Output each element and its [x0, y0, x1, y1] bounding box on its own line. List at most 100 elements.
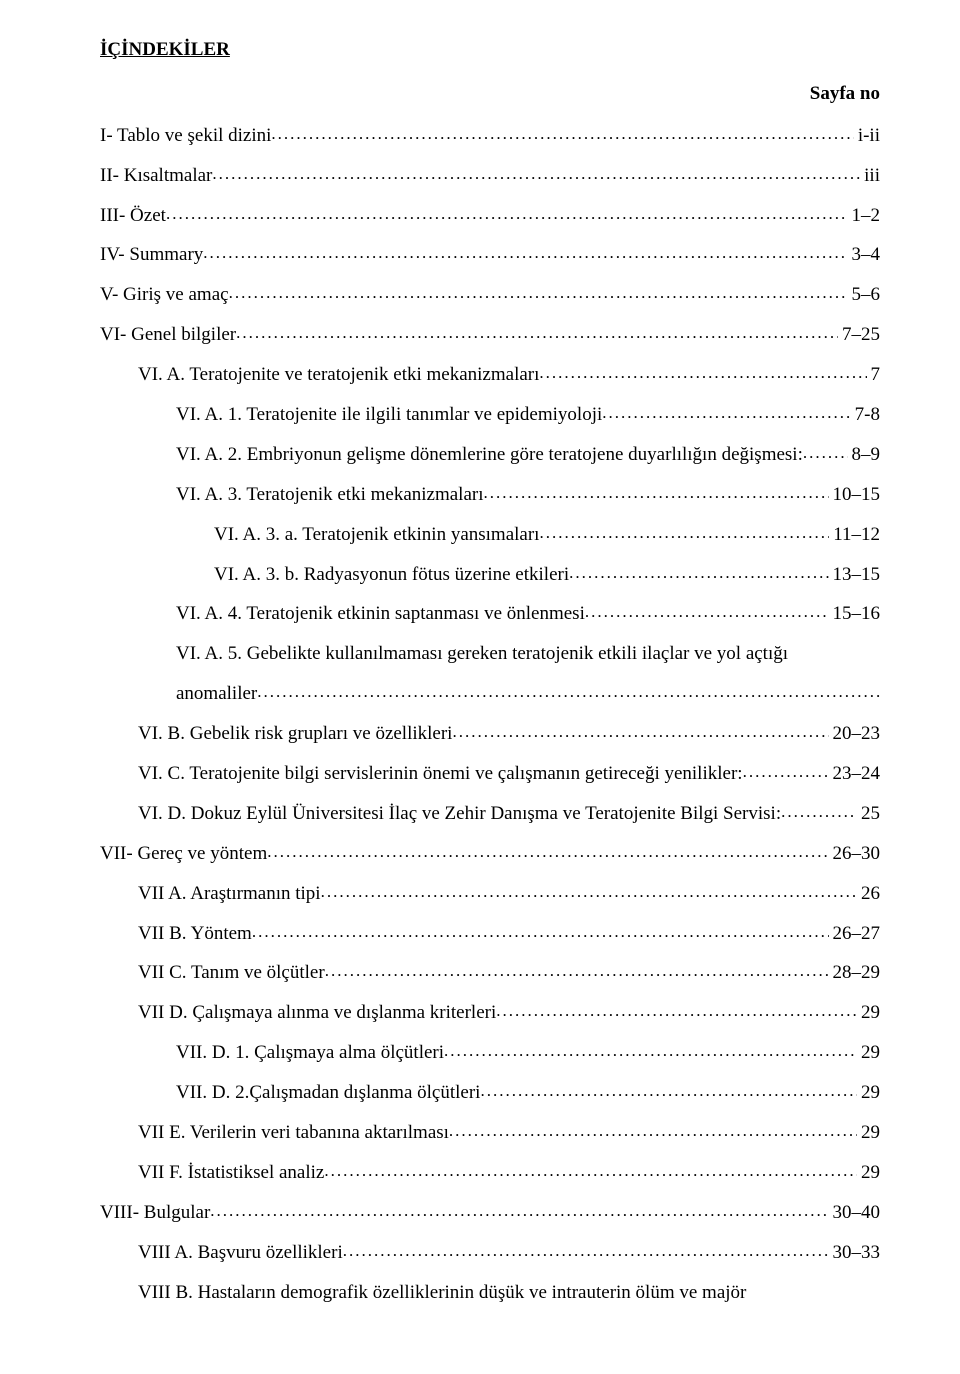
toc-leader	[539, 515, 829, 551]
toc-entry-page: 30–33	[829, 1233, 881, 1273]
toc-leader	[271, 116, 853, 152]
toc-entry-page: 29	[857, 1033, 880, 1073]
toc-entry-label: VI. A. 1. Teratojenite ile ilgili tanıml…	[176, 395, 602, 435]
toc-entry-page: 30–40	[829, 1193, 881, 1233]
toc-entry-label: VII- Gereç ve yöntem	[100, 834, 267, 874]
toc-entry-label: VII. D. 1. Çalışmaya alma ölçütleri	[176, 1033, 444, 1073]
toc-leader	[252, 914, 829, 950]
toc-entry: VI. D. Dokuz Eylül Üniversitesi İlaç ve …	[100, 794, 880, 834]
toc-entry-page: 26–30	[829, 834, 881, 874]
toc-leader	[229, 275, 848, 311]
toc-leader	[212, 156, 860, 192]
toc-entry: II- Kısaltmalar iii	[100, 156, 880, 196]
toc-entry: VI. A. 5. Gebelikte kullanılmaması gerek…	[100, 634, 880, 714]
toc-entry: VI. B. Gebelik risk grupları ve özellikl…	[100, 714, 880, 754]
toc-entry-label: VI. D. Dokuz Eylül Üniversitesi İlaç ve …	[138, 794, 781, 834]
toc-entry-label: VII F. İstatistiksel analiz	[138, 1153, 324, 1193]
toc-leader	[585, 594, 829, 630]
page-number-header: Sayfa no	[100, 74, 880, 114]
toc-entry-label: II- Kısaltmalar	[100, 156, 212, 196]
toc-entry-page: 15–16	[829, 594, 881, 634]
toc-entry-label: VIII B. Hastaların demografik özellikler…	[138, 1273, 746, 1313]
toc-entry: VI. C. Teratojenite bilgi servislerinin …	[100, 754, 880, 794]
toc-entry-label: VI. A. 3. a. Teratojenik etkinin yansıma…	[214, 515, 539, 555]
toc-leader	[602, 395, 850, 431]
toc-leader	[496, 993, 857, 1029]
toc-entry-page: 11–12	[829, 515, 880, 555]
toc-entry: VII- Gereç ve yöntem 26–30	[100, 834, 880, 874]
toc-entry-label: VI. A. 5. Gebelikte kullanılmaması gerek…	[176, 634, 880, 674]
toc-entry-page: 29	[857, 1153, 880, 1193]
toc-leader	[569, 555, 828, 591]
toc-entry-page: 3–4	[848, 235, 881, 275]
toc-leader	[743, 754, 829, 790]
toc-leader	[257, 674, 880, 710]
toc-entry: V- Giriş ve amaç5–6	[100, 275, 880, 315]
toc-leader	[803, 435, 848, 471]
toc-entry-page: i-ii	[854, 116, 880, 156]
toc-leader	[321, 874, 857, 910]
toc-entry: VI. A. 3. b. Radyasyonun fötus üzerine e…	[100, 555, 880, 595]
toc-entry: VI. A. Teratojenite ve teratojenik etki …	[100, 355, 880, 395]
toc-entry: VII. D. 2.Çalışmadan dışlanma ölçütleri 2…	[100, 1073, 880, 1113]
toc-entry-label: VII A. Araştırmanın tipi	[138, 874, 321, 914]
toc-entry-label: VIII- Bulgular	[100, 1193, 210, 1233]
toc-entry: VII B. Yöntem 26–27	[100, 914, 880, 954]
toc-entry-label: anomaliler	[176, 674, 257, 714]
toc-entry: VII C. Tanım ve ölçütler 28–29	[100, 953, 880, 993]
toc-leader	[452, 714, 828, 750]
toc-entry-label: III- Özet	[100, 196, 166, 236]
toc-entry-label: VII C. Tanım ve ölçütler	[138, 953, 325, 993]
toc-entry-label: VII. D. 2.Çalışmadan dışlanma ölçütleri	[176, 1073, 480, 1113]
toc-entry: VII A. Araştırmanın tipi26	[100, 874, 880, 914]
toc-entry: VIII A. Başvuru özellikleri30–33	[100, 1233, 880, 1273]
toc-entry-label: VII B. Yöntem	[138, 914, 252, 954]
toc-leader	[324, 1153, 857, 1189]
toc-entry: I- Tablo ve şekil dizini i-ii	[100, 116, 880, 156]
toc-entry: VIII- Bulgular 30–40	[100, 1193, 880, 1233]
toc-entry-page: 29	[857, 1073, 880, 1113]
toc-leader	[539, 355, 866, 391]
toc-entry-page: 7-8	[851, 395, 880, 435]
toc-leader	[236, 315, 838, 351]
table-of-contents: I- Tablo ve şekil dizinii-iiII- Kısaltma…	[100, 116, 880, 1313]
toc-entry: VI- Genel bilgiler 7–25	[100, 315, 880, 355]
toc-entry: IV- Summary3–4	[100, 235, 880, 275]
toc-leader	[484, 475, 829, 511]
toc-entry-label: VII D. Çalışmaya alınma ve dışlanma krit…	[138, 993, 496, 1033]
toc-entry: VI. A. 1. Teratojenite ile ilgili tanıml…	[100, 395, 880, 435]
toc-entry-label: VI- Genel bilgiler	[100, 315, 236, 355]
toc-leader	[444, 1033, 857, 1069]
toc-entry-page: 7–25	[838, 315, 880, 355]
toc-leader	[166, 196, 848, 232]
toc-leader	[449, 1113, 857, 1149]
toc-entry-label: VI. C. Teratojenite bilgi servislerinin …	[138, 754, 743, 794]
toc-leader	[325, 953, 829, 989]
toc-leader	[210, 1193, 828, 1229]
toc-entry-label: VI. A. Teratojenite ve teratojenik etki …	[138, 355, 539, 395]
toc-entry-label: I- Tablo ve şekil dizini	[100, 116, 271, 156]
toc-entry-page: 23–24	[829, 754, 881, 794]
toc-leader	[781, 794, 857, 830]
toc-leader	[203, 235, 847, 271]
toc-entry-page: iii	[860, 156, 880, 196]
toc-entry-label: VI. B. Gebelik risk grupları ve özellikl…	[138, 714, 452, 754]
toc-entry-label: VI. A. 2. Embriyonun gelişme dönemlerine…	[176, 435, 803, 475]
toc-entry-page: 8–9	[848, 435, 881, 475]
toc-entry-page: 10–15	[829, 475, 881, 515]
toc-entry-page: 26–27	[829, 914, 881, 954]
toc-entry-page: 25	[857, 794, 880, 834]
toc-entry: VII D. Çalışmaya alınma ve dışlanma krit…	[100, 993, 880, 1033]
toc-entry: VII F. İstatistiksel analiz 29	[100, 1153, 880, 1193]
toc-entry-label: VII E. Verilerin veri tabanına aktarılma…	[138, 1113, 449, 1153]
toc-entry-page: 28–29	[829, 953, 881, 993]
toc-title: İÇİNDEKİLER	[100, 30, 880, 70]
toc-entry: VII. D. 1. Çalışmaya alma ölçütleri 29	[100, 1033, 880, 1073]
toc-entry: VI. A. 2. Embriyonun gelişme dönemlerine…	[100, 435, 880, 475]
toc-entry-page: 1–2	[848, 196, 881, 236]
toc-leader	[480, 1073, 857, 1109]
toc-entry-page: 13–15	[829, 555, 881, 595]
toc-entry: VI. A. 3. Teratojenik etki mekanizmaları…	[100, 475, 880, 515]
toc-entry-label: VI. A. 3. b. Radyasyonun fötus üzerine e…	[214, 555, 569, 595]
toc-entry: VI. A. 4. Teratojenik etkinin saptanması…	[100, 594, 880, 634]
